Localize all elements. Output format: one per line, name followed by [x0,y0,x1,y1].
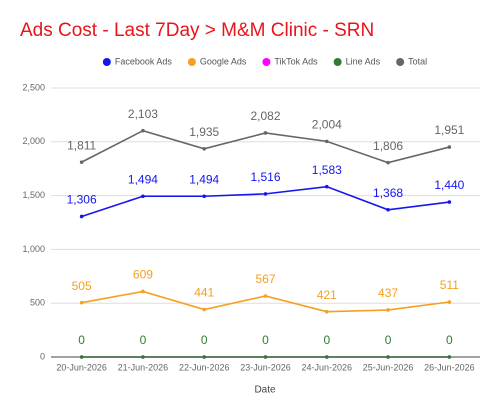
data-point [263,294,268,298]
data-point [324,184,329,189]
y-tick-label: 1,000 [22,244,45,254]
legend: Facebook Ads Google Ads TikTok Ads Line Ads… [102,56,427,66]
data-point [263,355,268,359]
legend-item[interactable]: Total [396,56,427,66]
legend-label: Google Ads [200,56,247,66]
data-point [386,355,390,359]
x-tick-label: 25-Jun-2026 [363,362,414,372]
data-label: 1,494 [128,172,158,186]
data-label: 1,935 [189,125,219,139]
data-point [202,194,207,199]
legend-item[interactable]: Line Ads [333,56,381,66]
data-point [386,160,390,165]
data-label: 0 [262,333,269,347]
data-label: 1,806 [373,139,403,153]
legend-item[interactable]: TikTok Ads [262,56,318,66]
data-point [263,192,268,196]
data-point [79,214,84,219]
legend-label: Total [408,56,427,66]
data-point [79,160,84,164]
data-point [141,194,145,199]
x-axis-label: Date [254,385,276,396]
legend-item[interactable]: Facebook Ads [102,56,173,66]
legend-marker [187,58,196,66]
data-point [386,308,390,312]
legend-label: Line Ads [346,56,381,66]
data-label: 2,004 [312,118,342,132]
data-label: 1,494 [189,172,219,186]
legend-marker [262,58,271,66]
x-tick-label: 26-Jun-2026 [424,362,475,372]
x-tick-label: 22-Jun-2026 [179,362,230,372]
data-point [263,131,268,135]
data-point [202,146,207,151]
data-point [141,355,145,359]
data-label: 0 [201,333,208,347]
data-point [202,307,207,312]
data-label: 1,583 [312,163,342,177]
data-label: 437 [378,286,398,300]
data-label: 0 [446,333,453,347]
y-tick-label: 1,500 [22,190,45,200]
data-label: 1,368 [373,186,403,200]
data-label: 2,103 [128,107,158,121]
data-point [447,355,452,359]
legend-label: Facebook Ads [115,56,173,66]
x-tick-label: 23-Jun-2026 [240,362,291,372]
y-tick-label: 2,000 [22,136,45,146]
data-point [79,300,84,305]
x-tick-label: 21-Jun-2026 [118,362,169,372]
x-tick-label: 20-Jun-2026 [56,362,107,372]
data-label: 0 [140,333,147,347]
legend-label: TikTok Ads [274,56,318,66]
data-label: 609 [133,268,153,282]
x-tick-label: 24-Jun-2026 [302,362,353,372]
data-point [202,355,207,359]
chart-title: Ads Cost - Last 7Day > M&M Clinic - SRN [20,20,374,41]
legend-marker [102,58,111,66]
data-label: 0 [385,333,392,347]
data-label: 511 [440,278,459,292]
data-label: 2,082 [250,109,280,123]
data-point [79,355,84,359]
data-point [447,200,452,204]
legend-marker [333,58,342,66]
y-tick-label: 2,500 [22,82,45,92]
data-point [141,289,145,294]
data-label: 1,811 [67,138,96,152]
data-label: 1,516 [250,170,280,184]
data-point [324,309,329,314]
data-label: 505 [72,279,92,293]
data-label: 0 [78,333,85,347]
data-point [447,300,452,304]
data-point [447,145,452,149]
data-label: 1,440 [434,178,464,192]
data-label: 421 [317,288,337,302]
data-point [141,128,145,133]
legend-item[interactable]: Google Ads [187,56,247,66]
data-label: 0 [323,333,330,347]
data-point [324,355,329,359]
data-label: 441 [194,286,214,300]
data-point [386,208,390,212]
legend-marker [396,58,405,66]
data-label: 1,951 [434,123,464,137]
data-point [324,139,329,144]
y-tick-label: 0 [40,351,45,361]
data-label: 567 [255,272,275,286]
y-tick-label: 500 [30,298,45,308]
data-label: 1,306 [67,193,97,207]
